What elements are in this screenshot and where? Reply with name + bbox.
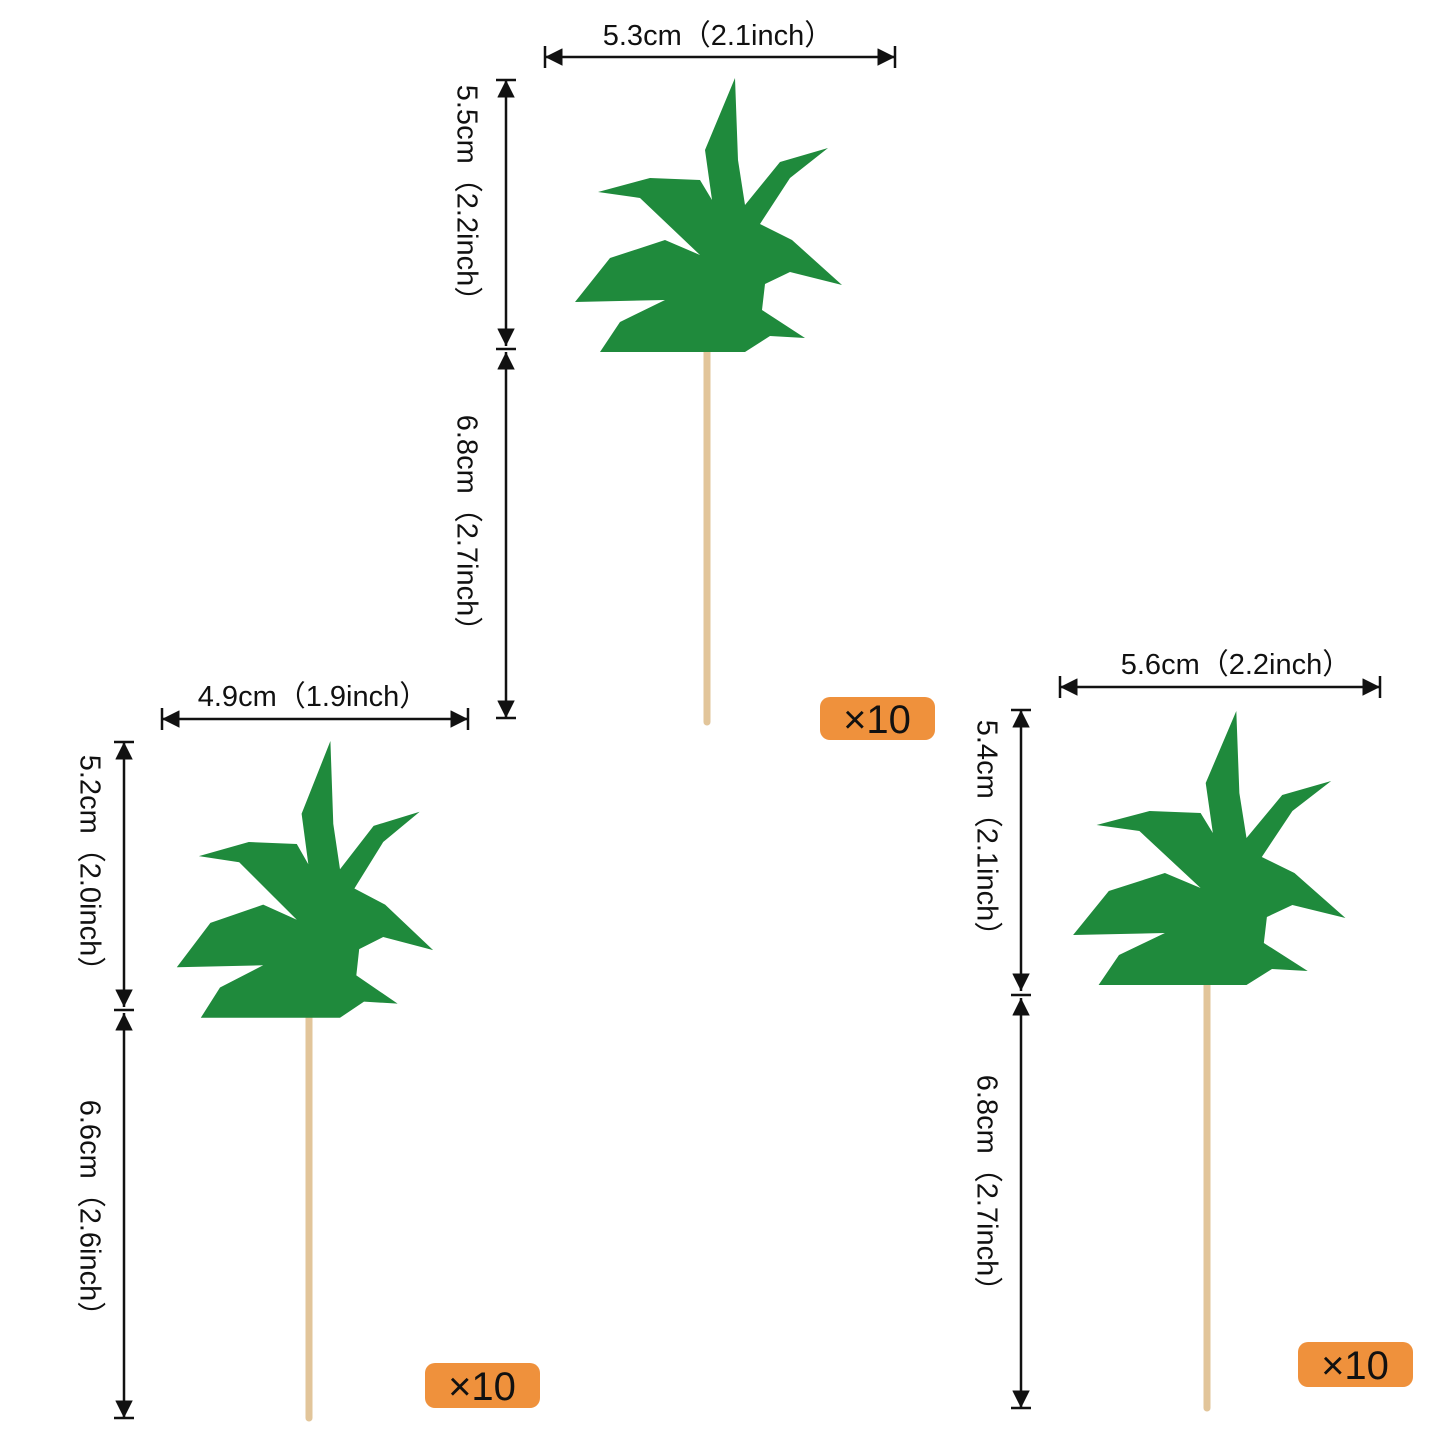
width-label: 4.9cm（1.9inch）	[198, 681, 429, 713]
stick-height-label: 6.6cm（2.6inch）	[73, 1100, 105, 1331]
quantity-badge	[425, 1363, 540, 1408]
width-label: 5.3cm（2.1inch）	[603, 20, 834, 52]
stick-height-label: 6.8cm（2.7inch）	[450, 415, 482, 646]
quantity-badge	[1298, 1342, 1413, 1387]
quantity: ×10	[1321, 1344, 1389, 1388]
top-height-label: 5.2cm（2.0inch）	[73, 755, 105, 986]
leaf	[1073, 711, 1346, 985]
quantity-badge	[820, 697, 935, 740]
stick-height-label: 6.8cm（2.7inch）	[970, 1075, 1002, 1306]
width-label: 5.6cm（2.2inch）	[1121, 649, 1352, 681]
leaf	[176, 741, 434, 1018]
topper: 4.9cm（1.9inch） 5.2cm（2.0inch） 6.6cm（2.6i…	[73, 681, 540, 1422]
quantity: ×10	[448, 1365, 516, 1409]
top-height-label: 5.5cm（2.2inch）	[450, 85, 482, 316]
topper: 5.6cm（2.2inch） 5.4cm（2.1inch） 6.8cm（2.7i…	[970, 649, 1413, 1412]
topper: 5.3cm（2.1inch） 5.5cm（2.2inch） 6.8cm（2.7i…	[450, 20, 935, 742]
top-height-label: 5.4cm（2.1inch）	[970, 720, 1002, 951]
quantity: ×10	[843, 698, 911, 742]
leaf	[575, 78, 842, 352]
